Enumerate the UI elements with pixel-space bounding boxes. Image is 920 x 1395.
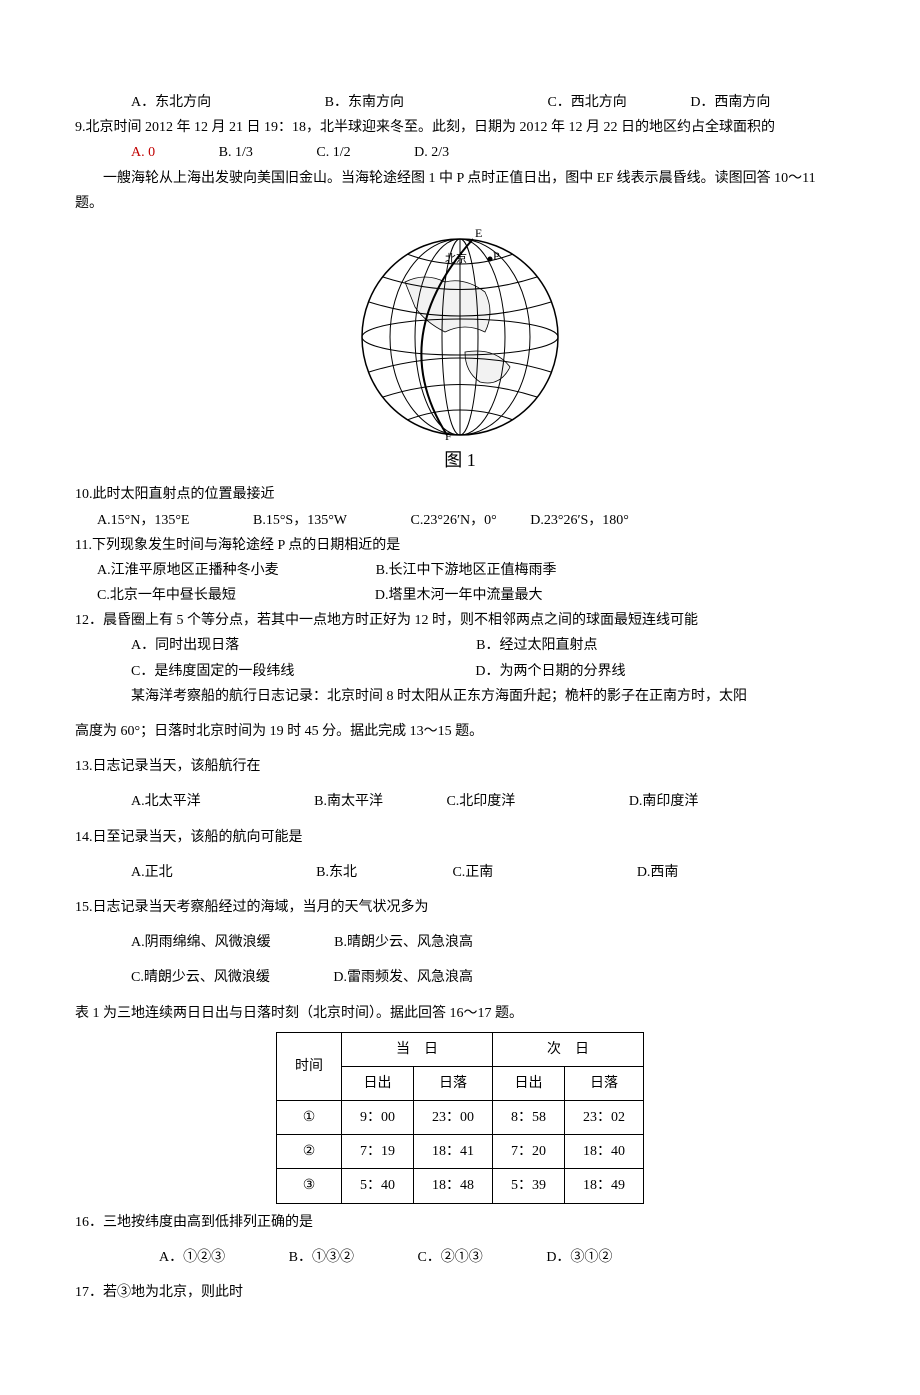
q16-choices: A．①②③ B．①③② C．②①③ D．③①②: [75, 1245, 845, 1270]
q16-c: C．②①③: [417, 1250, 482, 1265]
q13-a: A.北太平洋: [131, 794, 201, 809]
q10-c: C.23°26′N，0°: [411, 513, 497, 528]
q15-stem: 15.日志记录当天考察船经过的海域，当月的天气状况多为: [75, 895, 845, 920]
q14-a: A.正北: [131, 865, 173, 880]
q8-choice-a: A．东北方向: [131, 95, 211, 110]
passage-2b: 高度为 60°；日落时北京时间为 19 时 45 分。据此完成 13～15 题。: [75, 719, 845, 744]
q8-choice-b: B．东南方向: [325, 95, 404, 110]
q12-d: D．为两个日期的分界线: [475, 664, 625, 679]
q12-row2: C．是纬度固定的一段纬线 D．为两个日期的分界线: [75, 659, 845, 684]
q14-choices: A.正北 B.东北 C.正南 D.西南: [75, 860, 845, 885]
q11-row1: A.江淮平原地区正播种冬小麦 B.长江中下游地区正值梅雨季: [75, 558, 845, 583]
passage-3: 表 1 为三地连续两日日出与日落时刻（北京时间）。据此回答 16～17 题。: [75, 1001, 845, 1026]
q10-stem: 10.此时太阳直射点的位置最接近: [75, 482, 845, 507]
q15-c: C.晴朗少云、风微浪缓: [131, 970, 270, 985]
q15-a: A.阴雨绵绵、风微浪缓: [131, 935, 271, 950]
table-row: ② 7：19 18：41 7：20 18：40: [277, 1135, 644, 1169]
q13-d: D.南印度洋: [629, 794, 699, 809]
q9-choices-line: A. 0 B. 1/3 C. 1/2 D. 2/3: [75, 140, 845, 165]
q14-b: B.东北: [316, 865, 357, 880]
q11-b: B.长江中下游地区正值梅雨季: [376, 563, 557, 578]
q13-c: C.北印度洋: [446, 794, 515, 809]
th-time: 时间: [277, 1032, 342, 1100]
q16-stem: 16．三地按纬度由高到低排列正确的是: [75, 1210, 845, 1235]
q16-b: B．①③②: [289, 1250, 354, 1265]
q13-choices: A.北太平洋 B.南太平洋 C.北印度洋 D.南印度洋: [75, 789, 845, 814]
q12-stem: 12．晨昏圈上有 5 个等分点，若其中一点地方时正好为 12 时，则不相邻两点之…: [75, 608, 845, 633]
q11-row2: C.北京一年中昼长最短 D.塔里木河一年中流量最大: [75, 583, 845, 608]
q9-choice-c: C. 1/2: [316, 145, 350, 160]
q17-stem: 17．若③地为北京，则此时: [75, 1280, 845, 1305]
q9-choice-a: A. 0: [131, 145, 155, 160]
q8-choice-c: C．西北方向: [547, 95, 626, 110]
th-set2: 日落: [565, 1066, 644, 1100]
label-beijing: 北京: [445, 251, 467, 265]
q12-a: A．同时出现日落: [131, 638, 239, 653]
th-set1: 日落: [414, 1066, 493, 1100]
q10-d: D.23°26′S，180°: [530, 513, 629, 528]
q12-b: B．经过太阳直射点: [476, 638, 597, 653]
q11-c: C.北京一年中昼长最短: [97, 588, 236, 603]
th-today: 当 日: [342, 1032, 493, 1066]
q13-stem: 13.日志记录当天，该船航行在: [75, 754, 845, 779]
q12-c: C．是纬度固定的一段纬线: [131, 664, 294, 679]
q14-d: D.西南: [637, 865, 679, 880]
q13-b: B.南太平洋: [314, 794, 383, 809]
th-next: 次 日: [493, 1032, 644, 1066]
q14-c: C.正南: [452, 865, 493, 880]
q14-stem: 14.日至记录当天，该船的航向可能是: [75, 825, 845, 850]
q8-choice-d: D．西南方向: [690, 95, 770, 110]
q16-d: D．③①②: [546, 1250, 612, 1265]
q15-row1: A.阴雨绵绵、风微浪缓 B.晴朗少云、风急浪高: [75, 930, 845, 955]
q10-choices: A.15°N，135°E B.15°S，135°W C.23°26′N，0° D…: [75, 508, 845, 533]
label-f: F: [445, 429, 452, 442]
q11-stem: 11.下列现象发生时间与海轮途经 P 点的日期相近的是: [75, 533, 845, 558]
table-row: ① 9：00 23：00 8：58 23：02: [277, 1101, 644, 1135]
sunrise-sunset-table: 时间 当 日 次 日 日出 日落 日出 日落 ① 9：00 23：00 8：58…: [276, 1032, 644, 1204]
q15-b: B.晴朗少云、风急浪高: [334, 935, 473, 950]
q9-choice-d: D. 2/3: [414, 145, 449, 160]
passage-1: 一艘海轮从上海出发驶向美国旧金山。当海轮途经图 1 中 P 点时正值日出，图中 …: [75, 166, 845, 216]
figure-1-caption: 图 1: [75, 444, 845, 476]
q15-d: D.雷雨频发、风急浪高: [333, 970, 473, 985]
label-p: P: [493, 249, 500, 263]
q12-row1: A．同时出现日落 B．经过太阳直射点: [75, 633, 845, 658]
q11-a: A.江淮平原地区正播种冬小麦: [97, 563, 279, 578]
th-rise1: 日出: [342, 1066, 414, 1100]
passage-2a: 某海洋考察船的航行日志记录：北京时间 8 时太阳从正东方海面升起；桅杆的影子在正…: [75, 684, 845, 709]
th-rise2: 日出: [493, 1066, 565, 1100]
q8-choices-line: A．东北方向 B．东南方向 C．西北方向 D．西南方向: [75, 90, 845, 115]
q9-stem: 9.北京时间 2012 年 12 月 21 日 19：18，北半球迎来冬至。此刻…: [75, 115, 845, 140]
point-p: [488, 256, 493, 261]
label-e: E: [475, 226, 482, 240]
globe-diagram: E F P 北京: [345, 222, 575, 442]
q9-choice-b: B. 1/3: [219, 145, 253, 160]
q15-row2: C.晴朗少云、风微浪缓 D.雷雨频发、风急浪高: [75, 965, 845, 990]
q10-a: A.15°N，135°E: [97, 513, 189, 528]
passage-1-text: 一艘海轮从上海出发驶向美国旧金山。当海轮途经图 1 中 P 点时正值日出，图中 …: [75, 171, 816, 211]
q10-b: B.15°S，135°W: [253, 513, 347, 528]
q11-d: D.塔里木河一年中流量最大: [375, 588, 543, 603]
figure-1: E F P 北京 图 1: [75, 222, 845, 476]
q16-a: A．①②③: [159, 1250, 225, 1265]
table-row: ③ 5：40 18：48 5：39 18：49: [277, 1169, 644, 1203]
